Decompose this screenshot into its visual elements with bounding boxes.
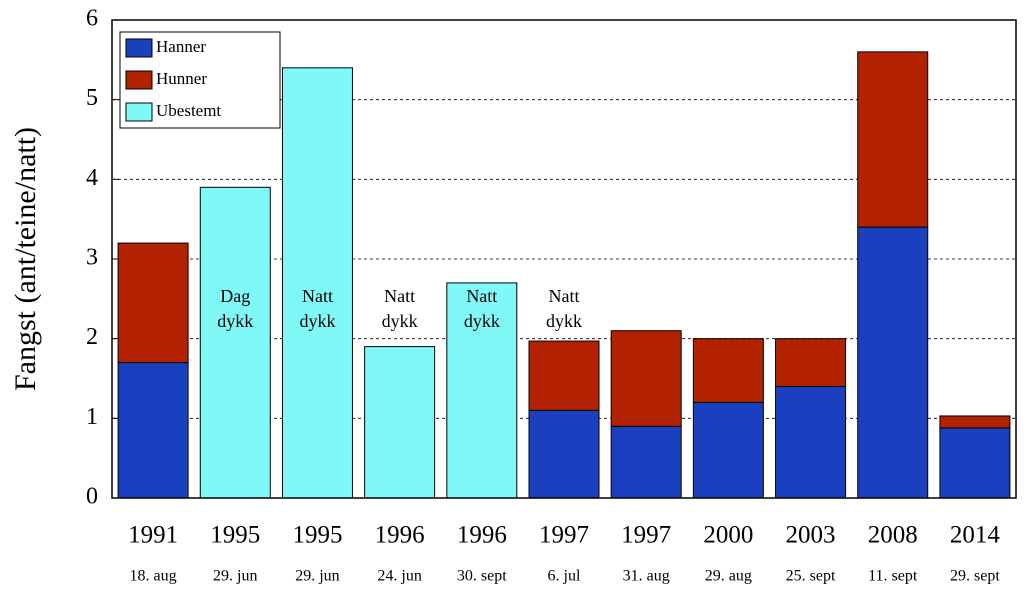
x-tick-label: 2003 bbox=[786, 522, 836, 549]
plot-frame bbox=[111, 19, 1017, 499]
bar-note: dykk bbox=[464, 311, 500, 331]
bar-segment bbox=[857, 51, 929, 228]
x-tick-label: 2008 bbox=[868, 522, 918, 549]
legend-swatch bbox=[125, 38, 153, 58]
legend-swatch bbox=[125, 70, 153, 90]
bar-segment bbox=[364, 346, 436, 499]
bar-segment bbox=[939, 427, 1011, 499]
bar-note: dykk bbox=[217, 311, 253, 331]
bar-note: Natt bbox=[549, 286, 580, 306]
y-tick-label: 1 bbox=[86, 404, 98, 430]
bar-segment bbox=[692, 401, 764, 499]
bar-note: dykk bbox=[299, 311, 335, 331]
x-date-label: 31. aug bbox=[623, 568, 670, 585]
legend-label: Hunner bbox=[156, 69, 207, 88]
bar-segment bbox=[528, 340, 600, 411]
x-date-label: 25. sept bbox=[786, 568, 836, 585]
bar-segment bbox=[199, 186, 271, 499]
x-date-label: 18. aug bbox=[130, 568, 177, 585]
bar-note: dykk bbox=[546, 311, 582, 331]
x-tick-label: 1991 bbox=[128, 522, 178, 549]
y-tick-label: 0 bbox=[86, 484, 98, 510]
x-tick-label: 1997 bbox=[539, 522, 589, 549]
x-date-label: 24. jun bbox=[377, 568, 421, 585]
y-axis-label: Fangst (ant/teine/natt) bbox=[9, 127, 42, 391]
bar-segment bbox=[692, 338, 764, 403]
x-tick-label: 1995 bbox=[210, 522, 260, 549]
legend-swatch bbox=[125, 102, 153, 122]
bar-segment bbox=[281, 67, 353, 499]
x-date-label: 11. sept bbox=[868, 568, 918, 585]
y-tick-label: 4 bbox=[86, 165, 98, 191]
bar-note: Natt bbox=[466, 286, 497, 306]
y-tick-label: 5 bbox=[86, 85, 98, 111]
legend-label: Hanner bbox=[156, 37, 206, 56]
x-date-label: 30. sept bbox=[457, 568, 507, 585]
bar-segment bbox=[446, 282, 518, 499]
y-tick-label: 6 bbox=[86, 6, 98, 32]
x-date-label: 6. jul bbox=[548, 568, 581, 585]
x-tick-label: 2014 bbox=[950, 522, 1001, 549]
bar-segment bbox=[528, 409, 600, 499]
bar-segment bbox=[775, 338, 847, 387]
bar-note: Natt bbox=[384, 286, 415, 306]
bar-segment bbox=[117, 242, 189, 364]
x-date-label: 29. sept bbox=[950, 568, 1000, 585]
bar-segment bbox=[775, 385, 847, 499]
bar-segment bbox=[939, 415, 1011, 429]
x-tick-label: 1996 bbox=[375, 522, 425, 549]
bar-segment bbox=[857, 226, 929, 499]
bar-segment bbox=[117, 362, 189, 499]
bar-segment bbox=[610, 425, 682, 499]
y-tick-label: 2 bbox=[86, 324, 98, 350]
x-tick-label: 1995 bbox=[292, 522, 342, 549]
x-tick-label: 1996 bbox=[457, 522, 507, 549]
legend-label: Ubestemt bbox=[156, 101, 221, 120]
x-tick-label: 1997 bbox=[621, 522, 671, 549]
bar-note: Dag bbox=[220, 286, 250, 306]
x-tick-label: 2000 bbox=[703, 522, 753, 549]
bar-segment bbox=[610, 330, 682, 427]
x-date-label: 29. jun bbox=[295, 568, 339, 585]
bar-note: Natt bbox=[302, 286, 333, 306]
bar-note: dykk bbox=[382, 311, 418, 331]
x-date-label: 29. aug bbox=[705, 568, 752, 585]
x-date-label: 29. jun bbox=[213, 568, 257, 585]
y-tick-label: 3 bbox=[86, 245, 98, 271]
